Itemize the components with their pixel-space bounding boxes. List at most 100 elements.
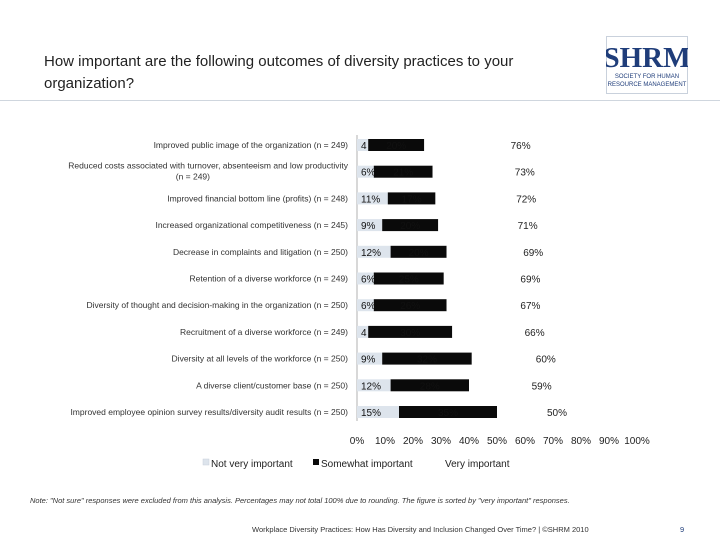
legend-label: Not very important xyxy=(211,459,293,470)
data-label: 12% xyxy=(361,248,381,259)
bar-not-very-important xyxy=(357,406,399,418)
data-label: 25% xyxy=(399,275,419,286)
category-label: Increased organizational competitiveness… xyxy=(155,220,348,230)
legend-label: Very important xyxy=(445,459,510,470)
data-label: 9% xyxy=(361,221,376,232)
data-label: 73% xyxy=(515,168,535,179)
x-tick-label: 100% xyxy=(624,436,650,447)
bar-somewhat-important xyxy=(368,139,425,151)
x-tick-label: 80% xyxy=(571,436,591,447)
x-tick-label: 90% xyxy=(599,436,619,447)
bar-somewhat-important xyxy=(390,379,469,392)
bar-very-important xyxy=(497,406,637,418)
category-label: Improved public image of the organizatio… xyxy=(154,140,349,150)
data-label: 76% xyxy=(511,141,531,152)
bar-somewhat-important xyxy=(399,406,497,418)
logo-line-2: RESOURCE MANAGEMENT xyxy=(608,82,687,88)
data-label: 20% xyxy=(409,248,429,259)
bar-very-important xyxy=(469,379,635,392)
legend-swatch xyxy=(313,459,319,465)
x-tick-label: 30% xyxy=(431,436,451,447)
bar-very-important xyxy=(446,299,635,312)
category-label: Improved financial bottom line (profits)… xyxy=(167,193,348,203)
bar-not-very-important xyxy=(357,325,369,338)
bar-somewhat-important xyxy=(387,192,436,205)
data-label: 20% xyxy=(386,141,406,152)
bar-not-very-important xyxy=(357,299,374,312)
category-label: Improved employee opinion survey results… xyxy=(70,407,348,417)
data-label: 72% xyxy=(516,194,536,205)
data-label: 4 xyxy=(361,141,367,152)
bar-somewhat-important xyxy=(373,272,444,285)
bar-not-very-important xyxy=(357,352,383,365)
category-label: Recruitment of a diverse workforce (n = … xyxy=(180,327,348,337)
logo-line-1: SOCIETY FOR HUMAN xyxy=(615,74,679,80)
category-label: Reduced costs associated with turnover, … xyxy=(68,161,348,171)
category-label: (n = 249) xyxy=(176,172,210,182)
category-label: Diversity of thought and decision-making… xyxy=(86,300,348,310)
x-tick-label: 70% xyxy=(543,436,563,447)
bar-very-important xyxy=(432,165,637,178)
data-label: 11% xyxy=(361,194,380,205)
category-label: Retention of a diverse workforce (n = 24… xyxy=(189,274,348,284)
bar-very-important xyxy=(435,192,637,205)
data-label: 28% xyxy=(420,381,440,392)
bar-very-important xyxy=(424,139,637,151)
data-label: 20% xyxy=(400,221,420,232)
category-label: Decrease in complaints and litigation (n… xyxy=(173,247,348,257)
page-number: 9 xyxy=(680,525,685,534)
data-label: 15% xyxy=(361,408,381,419)
data-label: 4 xyxy=(361,328,367,339)
category-label: A diverse client/customer base (n = 250) xyxy=(196,380,348,390)
data-label: 69% xyxy=(523,248,543,259)
data-label: 6% xyxy=(361,275,376,286)
shrm-logo: SHRM SOCIETY FOR HUMAN RESOURCE MANAGEME… xyxy=(606,36,688,94)
data-label: 71% xyxy=(518,221,538,232)
legend-label: Somewhat important xyxy=(321,459,413,470)
page-footer: Workplace Diversity Practices: How Has D… xyxy=(252,525,589,534)
data-label: 6% xyxy=(361,168,376,179)
bar-very-important xyxy=(443,272,637,285)
bar-somewhat-important xyxy=(373,165,433,178)
bar-not-very-important xyxy=(357,165,374,178)
bar-not-very-important xyxy=(357,139,369,151)
x-tick-label: 40% xyxy=(459,436,479,447)
bar-not-very-important xyxy=(357,245,391,258)
bar-very-important xyxy=(438,219,637,232)
data-label: 9% xyxy=(361,355,376,366)
data-label: 60% xyxy=(536,355,556,366)
data-label: 69% xyxy=(520,275,540,286)
data-label: 6% xyxy=(361,301,376,312)
data-label: 66% xyxy=(525,328,545,339)
category-label: Diversity at all levels of the workforce… xyxy=(172,354,349,364)
x-tick-label: 0% xyxy=(350,436,365,447)
x-tick-label: 20% xyxy=(403,436,423,447)
bar-not-very-important xyxy=(357,192,388,205)
data-label: 30% xyxy=(400,328,420,339)
logo-wordmark: SHRM xyxy=(606,42,688,74)
data-label: 59% xyxy=(532,381,552,392)
logo-border xyxy=(606,36,688,94)
bar-somewhat-important xyxy=(382,219,439,232)
header-divider xyxy=(0,100,720,101)
x-tick-label: 50% xyxy=(487,436,507,447)
bar-very-important xyxy=(452,325,637,338)
data-label: 67% xyxy=(520,301,540,312)
bar-somewhat-important xyxy=(368,325,453,338)
data-label: 50% xyxy=(547,408,567,419)
bar-somewhat-important xyxy=(390,245,447,258)
x-tick-label: 10% xyxy=(375,436,395,447)
bar-somewhat-important xyxy=(373,299,447,312)
x-tick-label: 60% xyxy=(515,436,535,447)
data-label: 26% xyxy=(400,301,420,312)
data-label: 17% xyxy=(402,194,422,205)
bar-very-important xyxy=(446,245,640,258)
bar-not-very-important xyxy=(357,272,374,285)
data-label: 35% xyxy=(438,408,458,419)
bar-not-very-important xyxy=(357,379,391,392)
bar-not-very-important xyxy=(357,219,383,232)
data-label: 32% xyxy=(417,355,437,366)
chart-note: Note: "Not sure" responses were excluded… xyxy=(30,496,570,505)
bar-very-important xyxy=(471,352,640,365)
